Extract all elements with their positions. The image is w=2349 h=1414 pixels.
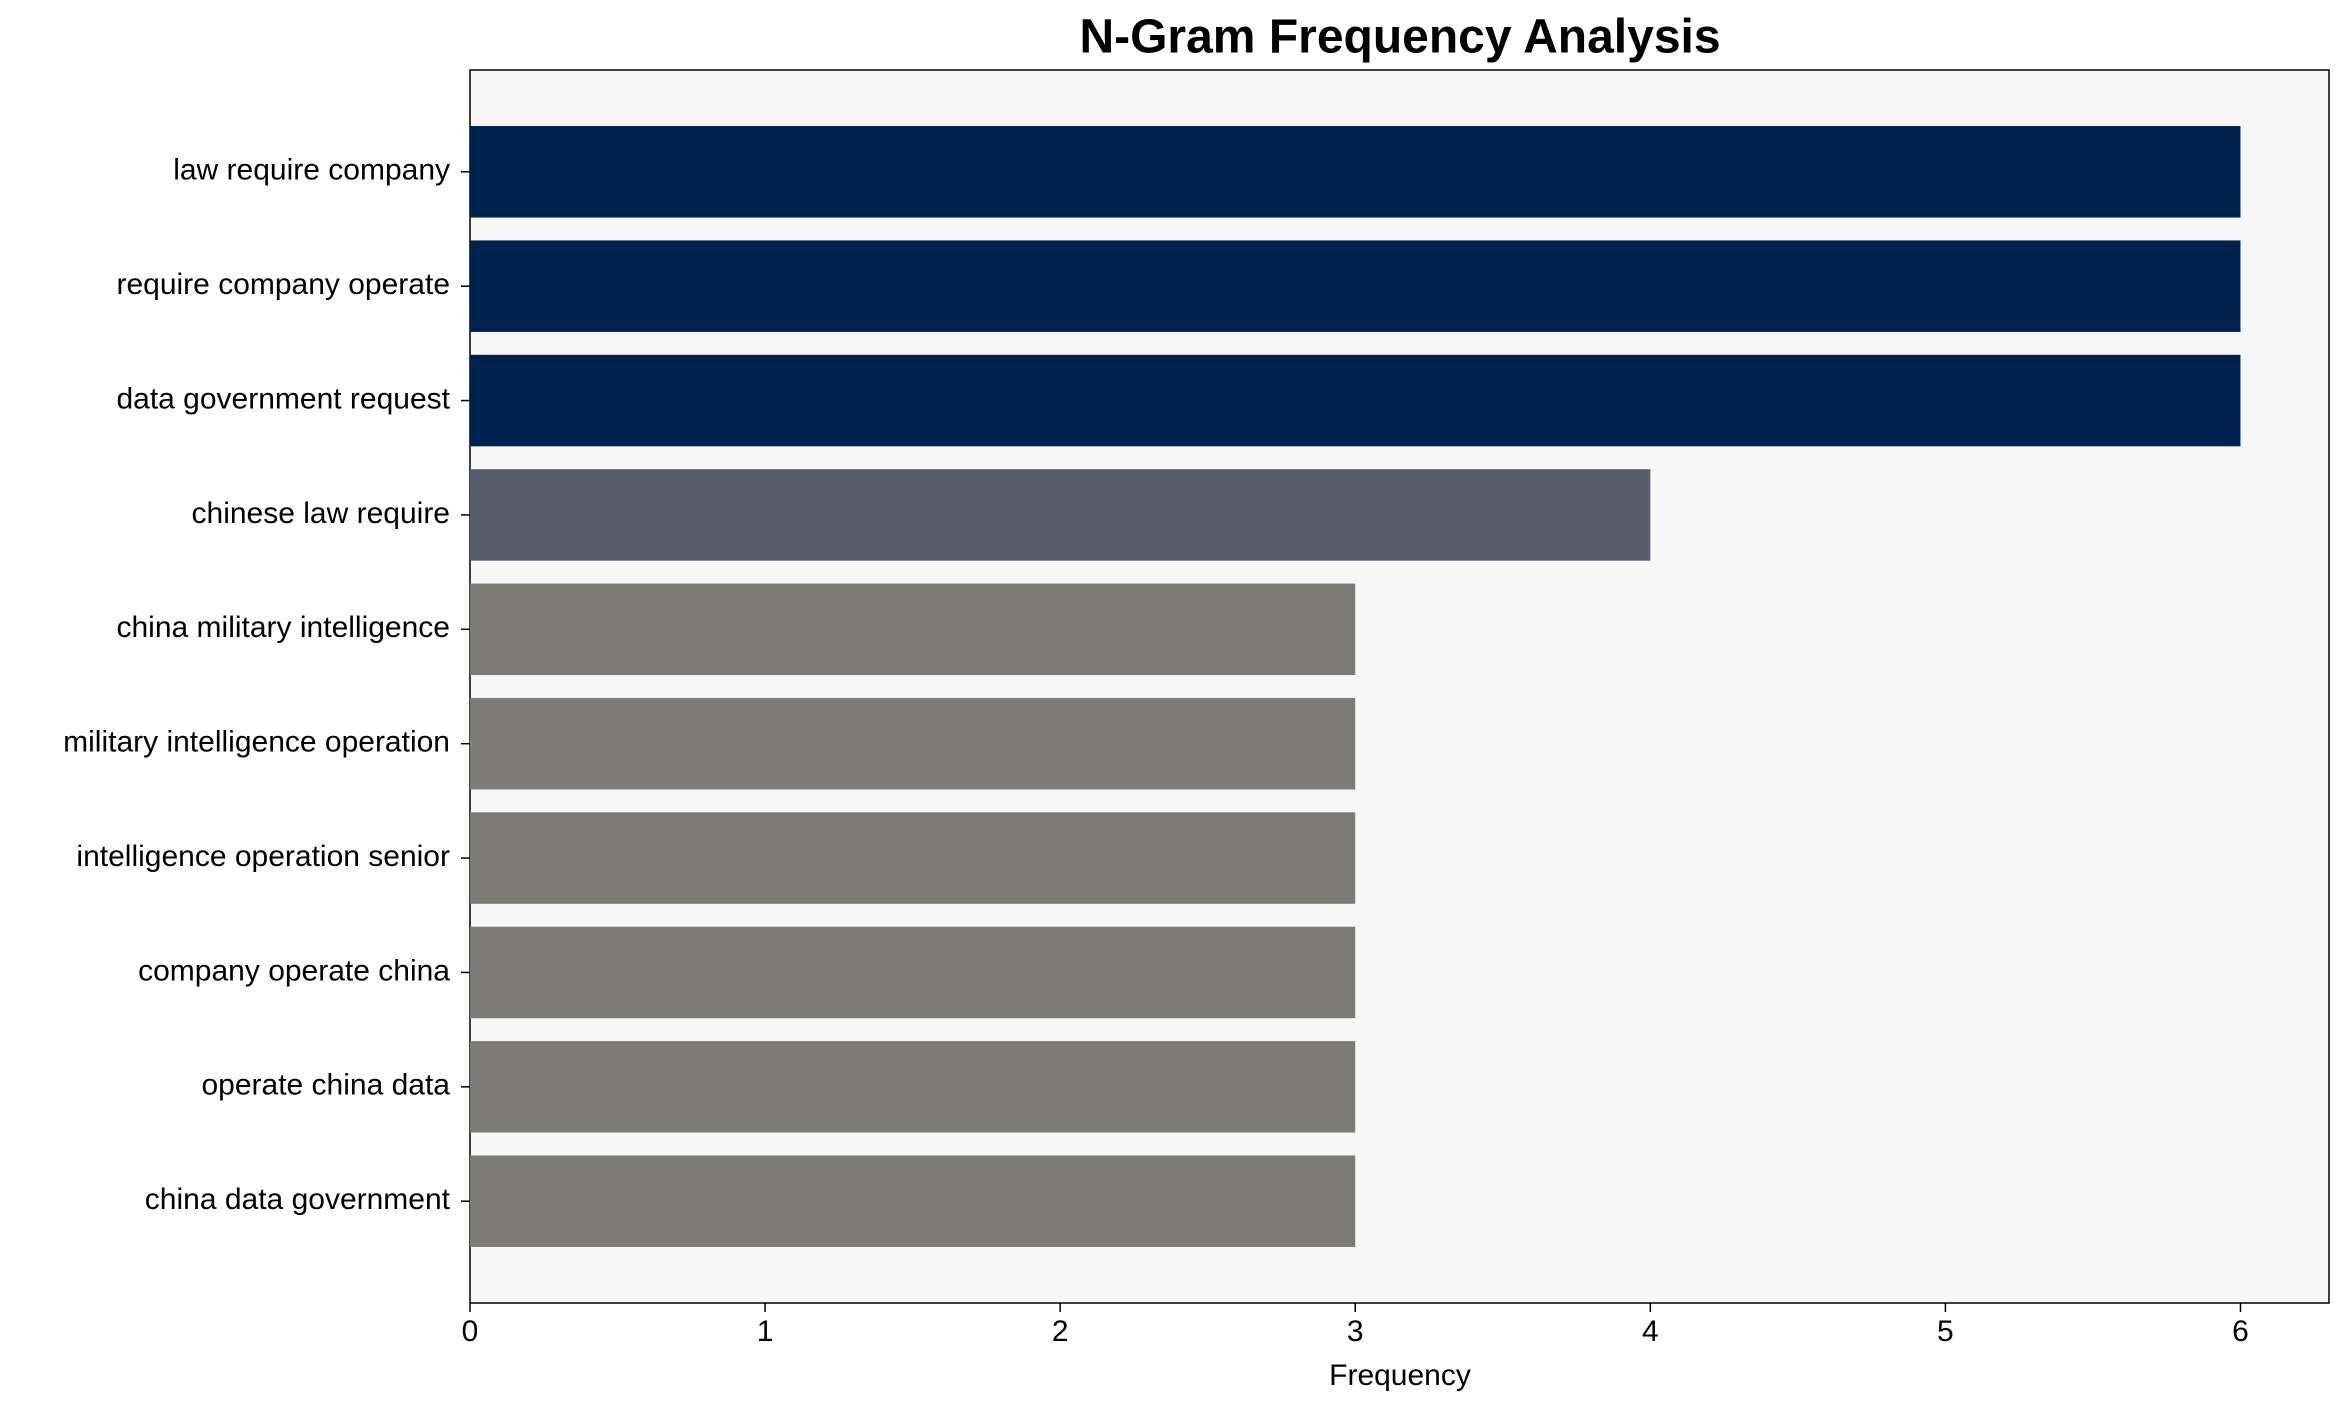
- bar: [470, 126, 2241, 218]
- x-tick-label: 5: [1937, 1315, 1954, 1348]
- y-tick-label: operate china data: [201, 1069, 450, 1102]
- bar: [470, 240, 2241, 332]
- bar: [470, 697, 1356, 790]
- bar: [470, 1155, 1356, 1247]
- x-tick-label: 2: [1052, 1315, 1069, 1348]
- y-tick-label: data government request: [116, 382, 450, 415]
- y-tick-label: intelligence operation senior: [76, 840, 450, 873]
- y-tick-label: military intelligence operation: [63, 726, 450, 759]
- x-tick-label: 1: [757, 1315, 774, 1348]
- bar: [470, 583, 1356, 676]
- x-tick-label: 0: [462, 1315, 479, 1348]
- bar: [470, 926, 1356, 1019]
- bar: [470, 812, 1356, 904]
- bar: [470, 354, 2241, 447]
- x-axis-label: Frequency: [1329, 1359, 1471, 1392]
- x-tick-label: 4: [1642, 1315, 1659, 1348]
- y-tick-label: require company operate: [116, 268, 450, 301]
- chart-title: N-Gram Frequency Analysis: [1079, 11, 1720, 64]
- y-tick-label: china military intelligence: [117, 611, 451, 644]
- bar: [470, 469, 1651, 561]
- bar: [470, 1041, 1356, 1133]
- y-tick-label: law require company: [173, 154, 450, 187]
- y-tick-label: china data government: [145, 1183, 451, 1216]
- y-tick-label: company operate china: [138, 954, 450, 987]
- x-tick-label: 3: [1347, 1315, 1364, 1348]
- x-tick-label: 6: [2232, 1315, 2249, 1348]
- y-tick-label: chinese law require: [192, 497, 450, 530]
